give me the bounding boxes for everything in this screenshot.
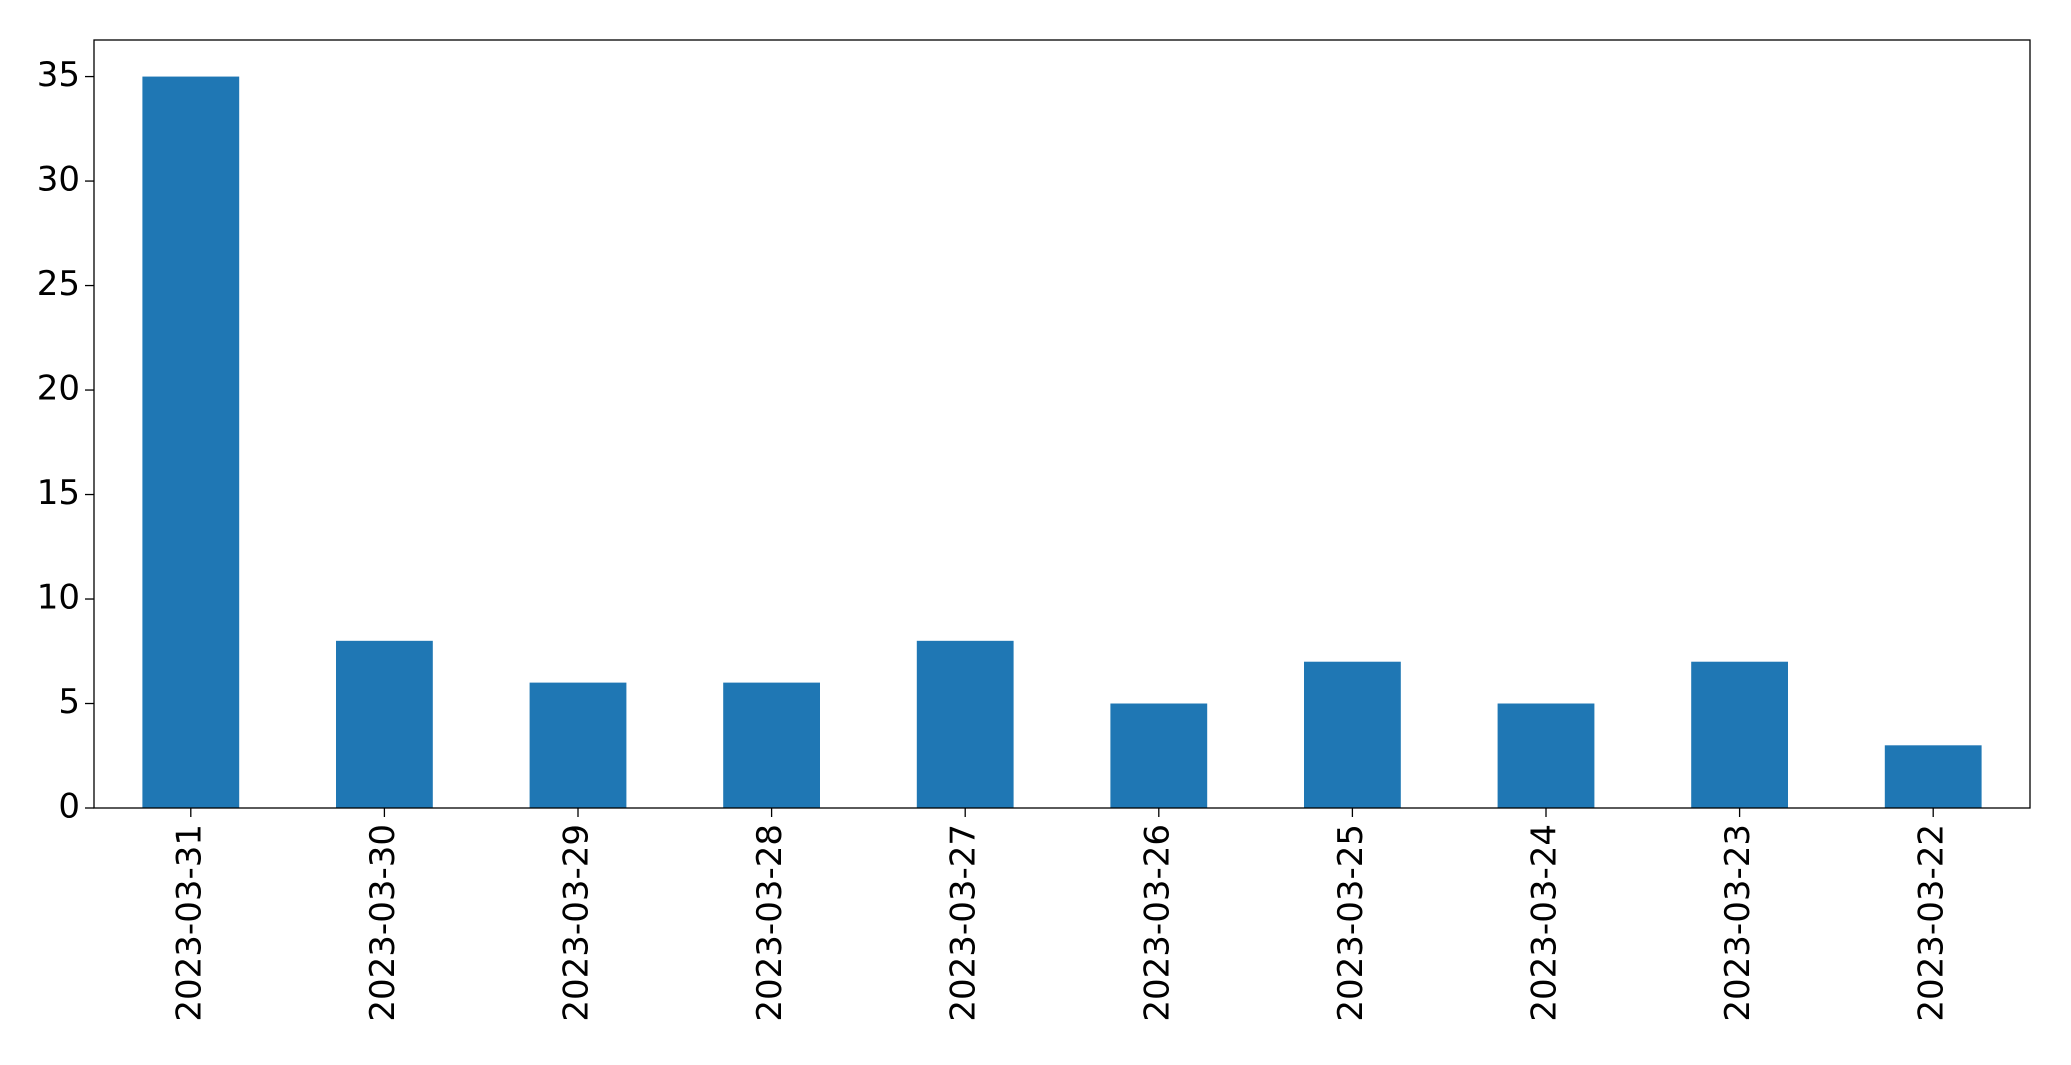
bar xyxy=(723,682,820,808)
x-tick-label: 2023-03-26 xyxy=(1137,824,1177,1022)
x-tick-label: 2023-03-27 xyxy=(944,824,984,1022)
bar xyxy=(336,640,433,808)
x-tick-label: 2023-03-30 xyxy=(363,824,403,1022)
x-tick-label: 2023-03-24 xyxy=(1525,824,1565,1022)
x-tick-label: 2023-03-28 xyxy=(750,824,790,1022)
y-tick-label: 0 xyxy=(58,787,80,827)
y-tick-label: 25 xyxy=(37,264,80,304)
x-tick-label: 2023-03-23 xyxy=(1718,824,1758,1022)
x-tick-label: 2023-03-29 xyxy=(557,824,597,1022)
x-tick-label: 2023-03-25 xyxy=(1331,824,1371,1022)
y-tick-label: 30 xyxy=(37,160,80,200)
x-tick-label: 2023-03-22 xyxy=(1912,824,1952,1022)
x-tick-label: 2023-03-31 xyxy=(169,824,209,1022)
bar xyxy=(1497,703,1595,808)
bar xyxy=(529,682,627,808)
bar xyxy=(142,76,240,809)
y-tick-label: 15 xyxy=(37,473,80,513)
y-tick-label: 20 xyxy=(37,369,80,409)
plot-frame xyxy=(93,39,2031,809)
y-tick-label: 10 xyxy=(37,578,80,618)
y-tick-label: 35 xyxy=(37,55,80,95)
bar xyxy=(1110,703,1208,808)
bar xyxy=(1884,745,1982,808)
y-tick-label: 5 xyxy=(58,682,80,722)
bar xyxy=(1304,661,1401,808)
bar xyxy=(1691,661,1788,808)
bar xyxy=(916,640,1014,808)
